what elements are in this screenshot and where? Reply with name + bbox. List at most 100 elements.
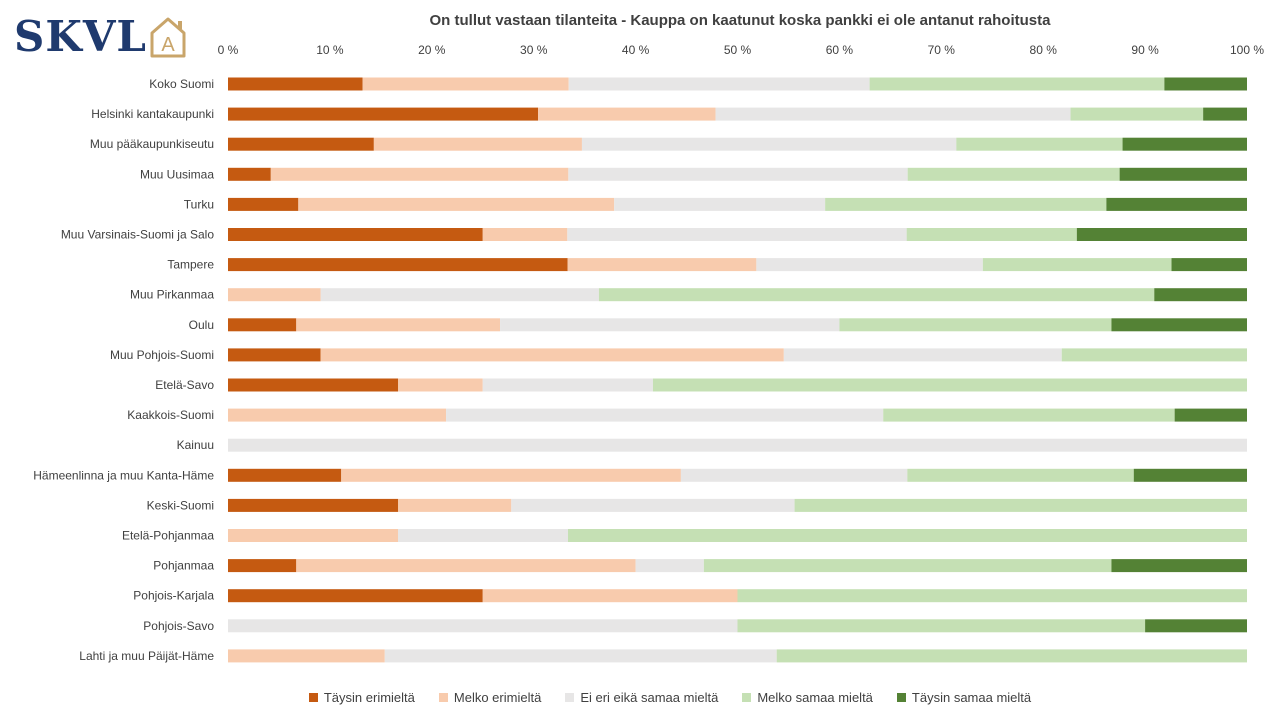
legend-item: Melko erimieltä bbox=[438, 690, 542, 705]
bar-segment-2 bbox=[398, 378, 483, 392]
bar-segment-2 bbox=[362, 77, 569, 91]
legend-label: Täysin erimieltä bbox=[323, 690, 415, 705]
bar-segment-3 bbox=[715, 107, 1071, 121]
legend-swatch bbox=[896, 693, 906, 702]
bar-segment-4 bbox=[907, 167, 1120, 181]
bar-segment-5 bbox=[1133, 468, 1247, 482]
bar-segment-1 bbox=[228, 589, 483, 603]
bar-segment-3 bbox=[568, 77, 870, 91]
category-label: Kainuu bbox=[177, 438, 214, 452]
bar-segment-4 bbox=[1070, 107, 1204, 121]
bar-segment-3 bbox=[446, 408, 884, 422]
bar-segment-3 bbox=[320, 288, 599, 302]
bar-segment-3 bbox=[783, 348, 1062, 362]
bar-segment-5 bbox=[1111, 559, 1247, 573]
bar-segment-4 bbox=[906, 228, 1077, 241]
bar-segment-1 bbox=[228, 348, 321, 362]
category-label: Muu Uusimaa bbox=[140, 167, 214, 181]
bar-segment-4 bbox=[652, 378, 1247, 392]
bar-segment-3 bbox=[398, 529, 569, 542]
x-tick-label: 100 % bbox=[1230, 43, 1264, 57]
bar-segment-1 bbox=[228, 378, 399, 392]
logo-text: SKVL bbox=[14, 12, 147, 61]
bar-segment-3 bbox=[567, 228, 907, 241]
legend-swatch bbox=[308, 693, 318, 702]
bar-segment-3 bbox=[614, 197, 826, 211]
bar-segment-3 bbox=[568, 167, 908, 181]
bar-segment-3 bbox=[511, 498, 795, 512]
legend-label: Täysin samaa mieltä bbox=[911, 690, 1032, 705]
bar-segment-4 bbox=[982, 258, 1172, 272]
bar-segment-4 bbox=[825, 197, 1107, 211]
bar-segment-4 bbox=[1061, 348, 1247, 362]
bar-segment-2 bbox=[320, 348, 784, 362]
bar-segment-1 bbox=[228, 258, 568, 272]
bar-segment-2 bbox=[538, 107, 716, 121]
category-label: Etelä-Savo bbox=[155, 378, 214, 392]
bar-segment-4 bbox=[839, 318, 1112, 332]
bar-segment-5 bbox=[1076, 228, 1247, 241]
bar-segment-5 bbox=[1154, 288, 1247, 302]
bar-segment-5 bbox=[1122, 137, 1247, 151]
bar-segment-3 bbox=[756, 258, 983, 272]
legend-label: Ei eri eikä samaa mieltä bbox=[580, 690, 719, 705]
bar-segment-4 bbox=[869, 77, 1165, 91]
category-label: Oulu bbox=[189, 318, 214, 332]
x-tick-label: 20 % bbox=[418, 43, 446, 57]
bar-segment-3 bbox=[680, 468, 908, 482]
bar-segment-3 bbox=[482, 378, 653, 392]
legend-label: Melko erimieltä bbox=[453, 690, 542, 705]
bar-segment-1 bbox=[228, 559, 297, 573]
bar-segment-3 bbox=[500, 318, 840, 332]
bar-segment-4 bbox=[737, 589, 1247, 603]
bar-segment-5 bbox=[1171, 258, 1247, 272]
bar-segment-5 bbox=[1119, 167, 1247, 181]
bar-segment-1 bbox=[228, 498, 399, 512]
x-tick-label: 60 % bbox=[826, 43, 854, 57]
bar-segment-3 bbox=[581, 137, 957, 151]
bar-segment-2 bbox=[228, 408, 447, 422]
x-tick-label: 80 % bbox=[1030, 43, 1058, 57]
legend-item: Melko samaa mieltä bbox=[742, 690, 873, 705]
bar-segment-2 bbox=[228, 649, 385, 663]
bar-segment-1 bbox=[228, 197, 299, 211]
bar-segment-5 bbox=[1145, 619, 1247, 633]
chart-legend: Täysin erimieltä Melko erimieltä Ei eri ei… bbox=[0, 690, 1280, 705]
bar-segment-1 bbox=[228, 167, 271, 181]
x-tick-label: 40 % bbox=[622, 43, 650, 57]
category-label: Pohjanmaa bbox=[153, 559, 214, 573]
legend-item: Täysin samaa mieltä bbox=[896, 690, 1032, 705]
bar-segment-4 bbox=[883, 408, 1175, 422]
legend-label: Melko samaa mieltä bbox=[757, 690, 873, 705]
bar-segment-5 bbox=[1164, 77, 1247, 91]
category-label: Koko Suomi bbox=[149, 77, 214, 91]
category-label: Pohjois-Karjala bbox=[133, 589, 214, 603]
bar-segment-2 bbox=[270, 167, 569, 181]
bar-segment-3 bbox=[635, 559, 704, 573]
bar-segment-4 bbox=[776, 649, 1247, 663]
house-icon: A bbox=[150, 17, 186, 58]
bar-segment-4 bbox=[568, 529, 1247, 542]
bar-segment-2 bbox=[567, 258, 757, 272]
category-label: Muu pääkaupunkiseutu bbox=[90, 137, 214, 151]
chart-title: On tullut vastaan tilanteita - Kauppa on… bbox=[429, 12, 1051, 29]
bar-segment-1 bbox=[228, 137, 374, 151]
bar-segment-1 bbox=[228, 318, 297, 332]
bar-segment-4 bbox=[956, 137, 1123, 151]
bar-segment-1 bbox=[228, 77, 363, 91]
category-label: Tampere bbox=[167, 258, 214, 272]
x-tick-label: 50 % bbox=[724, 43, 752, 57]
category-label: Pohjois-Savo bbox=[143, 619, 214, 633]
category-label: Keski-Suomi bbox=[147, 498, 214, 512]
bar-segment-2 bbox=[482, 228, 568, 241]
bar-segment-2 bbox=[341, 468, 681, 482]
bar-segment-1 bbox=[228, 228, 483, 241]
bar-segment-4 bbox=[794, 498, 1247, 512]
bar-segment-5 bbox=[1203, 107, 1247, 121]
bar-segment-2 bbox=[228, 288, 321, 302]
bar-segment-4 bbox=[737, 619, 1146, 633]
legend-item: Ei eri eikä samaa mieltä bbox=[565, 690, 718, 705]
skvl-logo: SKVL A bbox=[14, 12, 187, 62]
bar-segment-3 bbox=[384, 649, 777, 663]
bar-segment-1 bbox=[228, 107, 539, 121]
